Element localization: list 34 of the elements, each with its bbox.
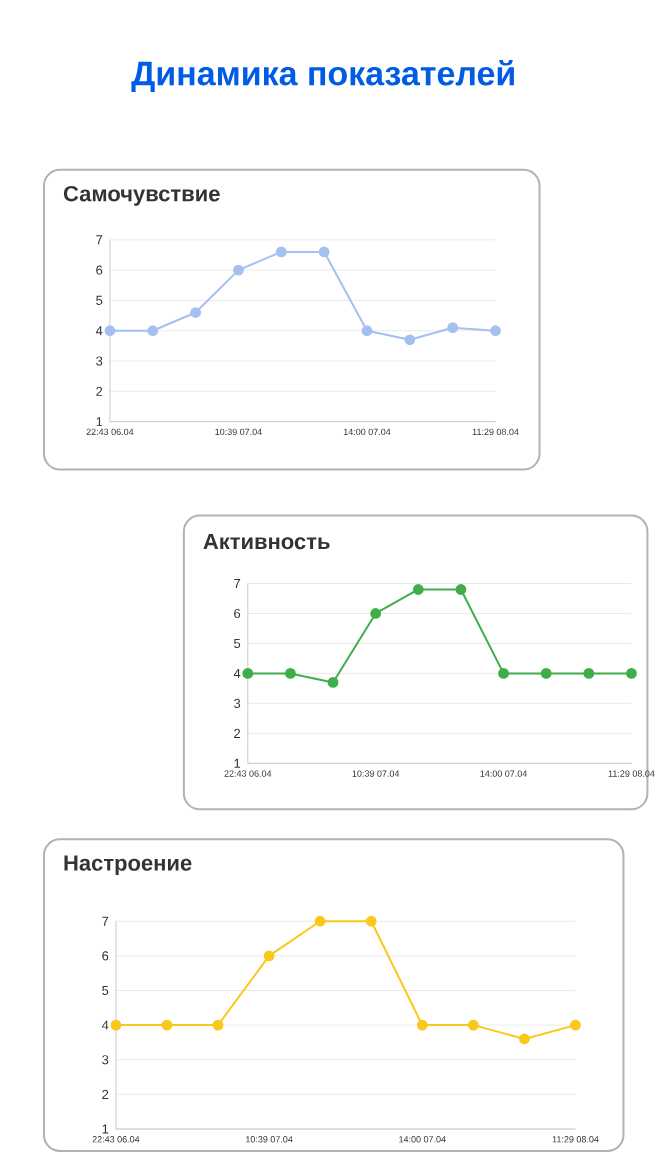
point [285, 668, 297, 679]
point [490, 325, 502, 337]
point [161, 1019, 173, 1031]
text: Динамика показателей [131, 59, 515, 92]
point [263, 950, 275, 962]
point [361, 325, 373, 337]
chart-title: Активность [203, 533, 330, 550]
point [147, 325, 159, 337]
point [498, 668, 510, 679]
point [417, 1019, 428, 1031]
point [212, 1019, 224, 1031]
point [233, 264, 245, 276]
point [104, 325, 116, 337]
point [541, 668, 552, 679]
chart-title: Самочувствие [64, 185, 220, 206]
point [318, 246, 330, 258]
point [447, 322, 459, 334]
point [366, 915, 377, 927]
point [455, 584, 467, 595]
point [570, 1019, 582, 1031]
point [314, 915, 326, 927]
point [413, 584, 424, 595]
point [626, 668, 638, 679]
point [190, 307, 202, 318]
point [276, 246, 287, 258]
point [327, 677, 339, 688]
chart-title: Настроение [64, 855, 192, 876]
point [583, 668, 595, 679]
point [404, 334, 416, 346]
point [519, 1033, 531, 1045]
point [242, 668, 254, 679]
point [110, 1019, 122, 1031]
point [468, 1019, 479, 1031]
point [370, 608, 382, 619]
